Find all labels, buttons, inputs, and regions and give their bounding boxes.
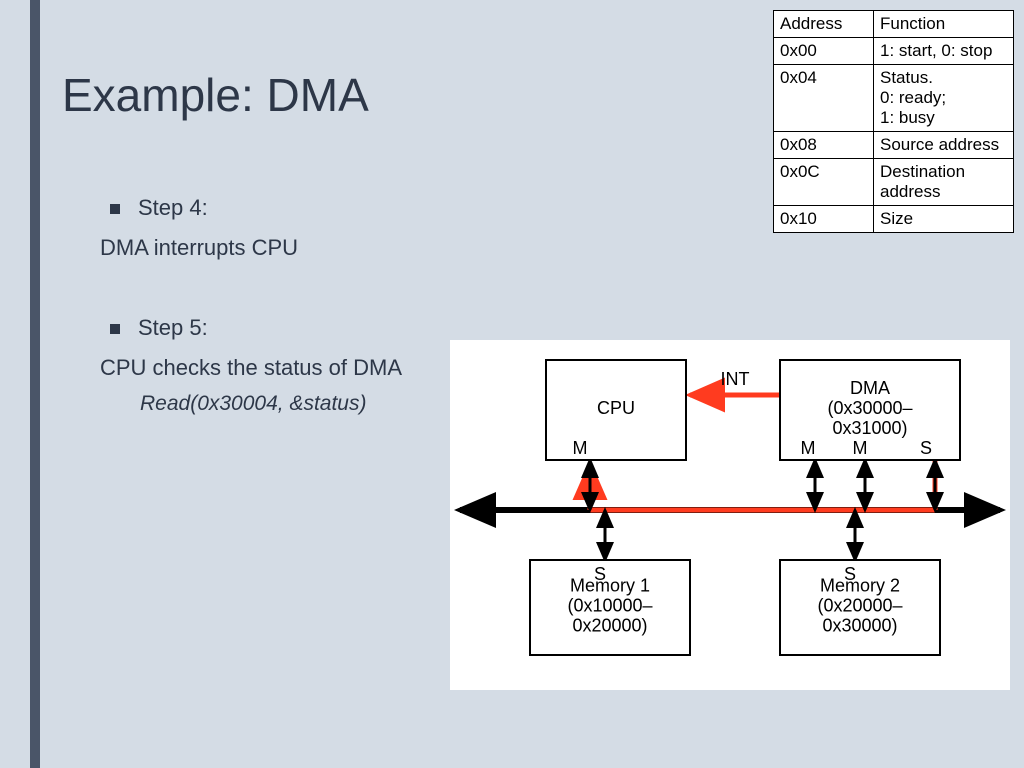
register-table: Address Function 0x001: start, 0: stop0x… bbox=[773, 10, 1014, 233]
svg-text:INT: INT bbox=[721, 369, 750, 389]
step4-label: Step 4: bbox=[138, 195, 208, 220]
step4-body: DMA interrupts CPU bbox=[100, 235, 298, 261]
svg-text:Memory 1: Memory 1 bbox=[570, 576, 650, 596]
svg-text:0x31000): 0x31000) bbox=[832, 418, 907, 438]
step5-label: Step 5: bbox=[138, 315, 208, 340]
step5-body: CPU checks the status of DMA bbox=[100, 355, 402, 381]
reg-address-cell: 0x04 bbox=[774, 65, 874, 132]
table-row: 0x08Source address bbox=[774, 132, 1014, 159]
svg-text:S: S bbox=[594, 564, 606, 584]
bullet-step5: Step 5: bbox=[110, 315, 208, 341]
svg-text:DMA: DMA bbox=[850, 378, 890, 398]
accent-bar bbox=[30, 0, 40, 768]
square-bullet-icon bbox=[110, 324, 120, 334]
reg-function-cell: Source address bbox=[874, 132, 1014, 159]
svg-text:S: S bbox=[920, 438, 932, 458]
table-row: 0x04Status.0: ready;1: busy bbox=[774, 65, 1014, 132]
reg-function-cell: 1: start, 0: stop bbox=[874, 38, 1014, 65]
svg-text:(0x20000–: (0x20000– bbox=[817, 596, 902, 616]
table-row: 0x0CDestination address bbox=[774, 159, 1014, 206]
reg-function-cell: Status.0: ready;1: busy bbox=[874, 65, 1014, 132]
svg-text:M: M bbox=[853, 438, 868, 458]
square-bullet-icon bbox=[110, 204, 120, 214]
slide-title: Example: DMA bbox=[62, 68, 369, 122]
diagram-svg: INTCPUMDMA(0x30000–0x31000)MMSMemory 1(0… bbox=[450, 340, 1010, 690]
svg-text:(0x30000–: (0x30000– bbox=[827, 398, 912, 418]
svg-text:CPU: CPU bbox=[597, 398, 635, 418]
svg-text:0x30000): 0x30000) bbox=[822, 616, 897, 636]
step5-code: Read(0x30004, &status) bbox=[140, 392, 366, 416]
svg-text:M: M bbox=[801, 438, 816, 458]
table-row: 0x001: start, 0: stop bbox=[774, 38, 1014, 65]
reg-address-cell: 0x00 bbox=[774, 38, 874, 65]
svg-text:0x20000): 0x20000) bbox=[572, 616, 647, 636]
svg-text:M: M bbox=[573, 438, 588, 458]
table-row: 0x10Size bbox=[774, 206, 1014, 233]
reg-function-cell: Destination address bbox=[874, 159, 1014, 206]
reg-header-function: Function bbox=[874, 11, 1014, 38]
reg-function-cell: Size bbox=[874, 206, 1014, 233]
reg-address-cell: 0x0C bbox=[774, 159, 874, 206]
reg-header-address: Address bbox=[774, 11, 874, 38]
reg-address-cell: 0x10 bbox=[774, 206, 874, 233]
bullet-step4: Step 4: bbox=[110, 195, 208, 221]
reg-address-cell: 0x08 bbox=[774, 132, 874, 159]
dma-diagram: INTCPUMDMA(0x30000–0x31000)MMSMemory 1(0… bbox=[450, 340, 1010, 690]
svg-text:(0x10000–: (0x10000– bbox=[567, 596, 652, 616]
svg-text:Memory 2: Memory 2 bbox=[820, 576, 900, 596]
svg-text:S: S bbox=[844, 564, 856, 584]
